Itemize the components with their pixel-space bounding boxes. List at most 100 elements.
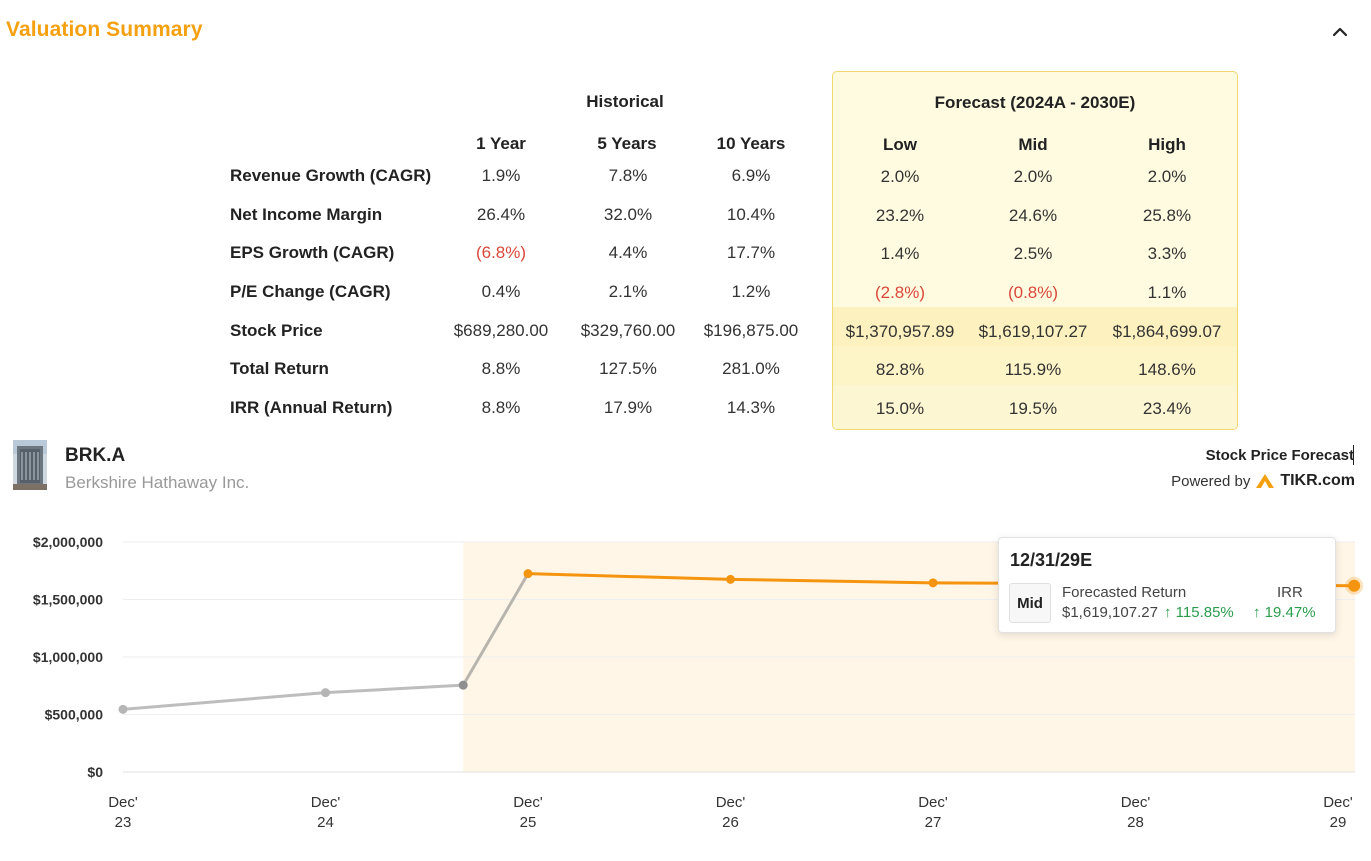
transition-line [461, 572, 530, 687]
x-tick-label: 28 [1127, 814, 1144, 831]
y-tick-label: $500,000 [45, 707, 104, 723]
table-cell-historical: $196,875.00 [703, 321, 799, 340]
table-cell-historical: 17.7% [726, 243, 776, 262]
col-header-5-years: 5 Years [597, 134, 657, 153]
table-cell-forecast: $1,619,107.27 [978, 322, 1088, 341]
historical-point [321, 688, 330, 698]
chevron-up-icon [1332, 27, 1348, 37]
table-cell-historical: 8.8% [481, 359, 521, 378]
x-tick-label: 25 [520, 814, 537, 831]
forecast-band [833, 346, 1237, 385]
table-cell-forecast: 24.6% [1008, 206, 1058, 225]
table-cell-forecast: 23.4% [1142, 399, 1192, 418]
table-cell-historical: 14.3% [726, 398, 776, 417]
x-tick-label: 27 [925, 814, 942, 831]
table-cell-historical: 32.0% [603, 205, 653, 224]
tooltip-price: $1,619,107.27 [1062, 604, 1158, 621]
table-cell-forecast: 3.3% [1147, 244, 1187, 263]
col-header-mid: Mid [1018, 135, 1048, 154]
table-cell-forecast: $1,370,957.89 [845, 322, 955, 341]
tikr-brand-link[interactable]: TIKR.com [1280, 472, 1355, 489]
forecast-header: Forecast (2024A - 2030E) [934, 93, 1136, 112]
historical-line [121, 683, 465, 711]
x-tick-label: Dec' [311, 794, 341, 811]
col-header-1-year: 1 Year [476, 134, 526, 153]
collapse-button[interactable] [1326, 18, 1354, 46]
row-label: IRR (Annual Return) [230, 398, 393, 417]
tooltip-scenario-badge: Mid [1009, 583, 1051, 623]
building-photo-icon [13, 440, 47, 490]
x-tick-label: 29 [1330, 814, 1347, 831]
table-cell-historical: 1.9% [481, 166, 521, 185]
powered-by: Powered by TIKR.com [1171, 472, 1355, 490]
powered-by-label: Powered by [1171, 472, 1251, 490]
table-cell-forecast: 1.4% [880, 244, 920, 263]
chart-tooltip: 12/31/29E Mid Forecasted Return IRR $1,6… [998, 537, 1336, 633]
x-tick-label: 26 [722, 814, 739, 831]
table-cell-forecast: 23.2% [875, 206, 925, 225]
forecast-point [928, 578, 938, 588]
table-cell-historical: 2.1% [608, 282, 648, 301]
x-tick-label: Dec' [513, 794, 543, 811]
company-name: Berkshire Hathaway Inc. [65, 473, 250, 492]
company-logo [13, 440, 47, 490]
table-cell-historical: 17.9% [603, 398, 653, 417]
table-cell-historical: 4.4% [608, 243, 648, 262]
tooltip-return-value: ↑ 115.85% [1164, 604, 1234, 621]
row-label: P/E Change (CAGR) [230, 282, 391, 301]
table-cell-forecast: 1.1% [1147, 283, 1187, 302]
forecast-panel [832, 71, 1238, 430]
table-cell-historical: $689,280.00 [453, 321, 549, 340]
col-header-high: High [1148, 135, 1186, 154]
x-tick-label: Dec' [716, 794, 746, 811]
tikr-logo-icon [1256, 474, 1275, 488]
table-cell-forecast: 148.6% [1138, 360, 1196, 379]
y-tick-label: $1,500,000 [33, 592, 103, 608]
table-cell-forecast: 82.8% [875, 360, 925, 379]
table-cell-historical: 281.0% [722, 359, 780, 378]
table-cell-forecast: (2.8%) [874, 283, 926, 302]
active-forecast-point [1348, 579, 1361, 592]
row-label: Revenue Growth (CAGR) [230, 166, 432, 185]
historical-point [458, 680, 468, 690]
tooltip-date: 12/31/29E [1010, 550, 1093, 570]
x-tick-label: Dec' [108, 794, 138, 811]
table-cell-forecast: 25.8% [1142, 206, 1192, 225]
table-cell-historical: 6.9% [731, 166, 771, 185]
y-tick-label: $0 [87, 764, 103, 780]
table-cell-historical: 127.5% [599, 359, 657, 378]
table-cell-historical: $329,760.00 [580, 321, 676, 340]
table-cell-forecast: 2.0% [1147, 167, 1187, 186]
table-cell-forecast: 2.5% [1013, 244, 1053, 263]
x-tick-label: 23 [115, 814, 132, 831]
forecast-band [833, 307, 1237, 346]
col-header-low: Low [883, 135, 917, 154]
x-tick-label: Dec' [1121, 794, 1151, 811]
x-tick-label: Dec' [918, 794, 948, 811]
row-label: Stock Price [230, 321, 323, 340]
historical-point [118, 704, 128, 714]
table-cell-forecast: 115.9% [1004, 360, 1062, 379]
tooltip-irr-label: IRR [1277, 584, 1303, 601]
section-title: Valuation Summary [6, 18, 203, 41]
table-cell-forecast: 19.5% [1008, 399, 1058, 418]
text-cursor [1353, 445, 1354, 465]
table-cell-historical: 10.4% [726, 205, 776, 224]
table-cell-historical: 26.4% [476, 205, 526, 224]
row-label: Net Income Margin [230, 205, 383, 224]
forecast-point [523, 569, 533, 579]
table-cell-historical: (6.8%) [475, 243, 527, 262]
col-header-10-years: 10 Years [716, 134, 786, 153]
table-cell-forecast: 2.0% [1013, 167, 1053, 186]
forecast-band [833, 385, 1237, 429]
x-tick-label: 24 [317, 814, 334, 831]
tooltip-irr-value: ↑ 19.47% [1253, 604, 1316, 621]
table-cell-historical: 0.4% [481, 282, 521, 301]
table-cell-forecast: 2.0% [880, 167, 920, 186]
x-tick-label: Dec' [1323, 794, 1353, 811]
historical-header: Historical [586, 92, 664, 111]
row-label: EPS Growth (CAGR) [230, 243, 395, 262]
forecast-point [726, 574, 735, 584]
table-cell-historical: 1.2% [731, 282, 771, 301]
ticker-symbol: BRK.A [65, 445, 126, 466]
